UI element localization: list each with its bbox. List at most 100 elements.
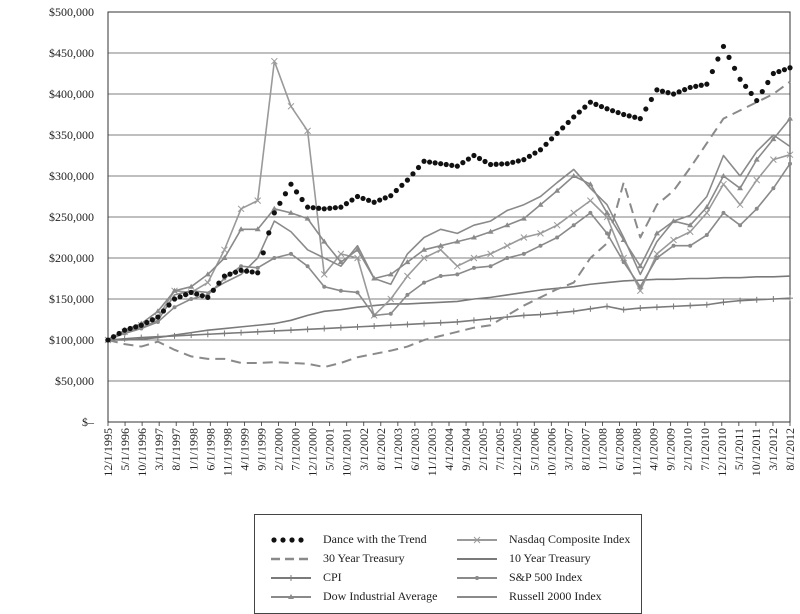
data-point-s-p-500-index (172, 305, 177, 310)
data-point-s-p-500-index (405, 292, 410, 297)
series-dot-dance-with-the-trend (110, 334, 117, 340)
series-dot-dance-with-the-trend (532, 150, 538, 156)
series-line-nasdaq-composite-index (107, 60, 791, 341)
series-dot-dance-with-the-trend (260, 250, 266, 256)
data-point-cpi (670, 303, 677, 310)
data-point-nasdaq-composite-index (720, 180, 727, 188)
data-point-s-p-500-index (588, 210, 593, 215)
data-point-s-p-500-index (189, 297, 194, 301)
series-dot-dance-with-the-trend (460, 160, 466, 166)
x-tick-label: 10/1/2011 (749, 428, 763, 476)
series-dot-dance-with-the-trend (343, 201, 350, 207)
series-dot-dance-with-the-trend (144, 319, 150, 326)
data-point-dow-industrial-average (737, 185, 744, 191)
x-tick-label: 10/1/2006 (544, 428, 558, 477)
data-point-dance-with-the-trend (155, 314, 161, 320)
series-dot-dance-with-the-trend (476, 155, 483, 162)
series-dot-dance-with-the-trend (715, 56, 721, 62)
data-point-nasdaq-composite-index (337, 250, 345, 258)
data-point-cpi (387, 322, 394, 329)
data-point-dow-industrial-average (421, 246, 428, 252)
x-tick-label: 8/1/2012 (783, 428, 797, 471)
data-point-s-p-500-index (471, 265, 476, 270)
data-point-dance-with-the-trend (454, 163, 460, 169)
legend-swatch-dow (271, 594, 311, 599)
data-point-s-p-500-index (388, 311, 393, 316)
data-point-s-p-500-index (372, 313, 377, 318)
series-dot-dance-with-the-trend (709, 68, 715, 75)
series-dot-dance-with-the-trend (726, 54, 732, 60)
legend-dot (298, 537, 304, 543)
x-tick-label: 3/1/2007 (561, 428, 575, 471)
data-point-s-p-500-index (272, 256, 277, 260)
data-point-dance-with-the-trend (487, 161, 494, 168)
series-dot-dance-with-the-trend (160, 308, 167, 314)
series-dot-dance-with-the-trend (615, 109, 621, 116)
y-tick-label: $50,000 (55, 374, 94, 388)
series-dot-dance-with-the-trend (382, 195, 388, 201)
data-point-dow-industrial-average (454, 238, 461, 244)
data-point-dance-with-the-trend (654, 87, 660, 93)
x-tick-label: 12/1/2010 (715, 428, 729, 477)
x-tick-label: 7/1/2010 (698, 428, 712, 471)
series-dot-dance-with-the-trend (576, 109, 582, 115)
data-point-nasdaq-composite-index (387, 295, 395, 303)
data-point-dow-industrial-average (321, 238, 328, 244)
data-point-nasdaq-composite-index (537, 230, 544, 237)
data-point-dance-with-the-trend (504, 161, 510, 167)
series-line-10-year-treasury (108, 275, 791, 341)
data-point-s-p-500-index (322, 284, 327, 289)
data-point-nasdaq-composite-index (204, 279, 212, 286)
data-point-cpi (221, 330, 228, 337)
data-point-cpi (687, 302, 694, 309)
series-dot-dance-with-the-trend (332, 205, 338, 211)
data-point-cpi (720, 299, 727, 306)
series-dot-dance-with-the-trend (526, 153, 532, 159)
data-point-dance-with-the-trend (521, 157, 527, 163)
data-point-nasdaq-composite-index (270, 57, 278, 65)
series-dot-dance-with-the-trend (676, 89, 682, 95)
data-point-s-p-500-index (538, 243, 543, 248)
series-line-dow-industrial-average (107, 118, 791, 341)
data-point-nasdaq-composite-index (503, 242, 511, 250)
series-dot-dance-with-the-trend (194, 291, 200, 297)
data-point-dance-with-the-trend (537, 147, 544, 153)
data-point-dance-with-the-trend (720, 43, 727, 50)
x-tick-label: 4/1/2004 (442, 428, 456, 471)
data-point-dow-industrial-average (387, 271, 394, 277)
data-point-cpi (570, 308, 577, 315)
series-cpi (105, 295, 793, 343)
x-tick-label: 10/1/2001 (340, 428, 354, 477)
data-point-dow-industrial-average (304, 215, 311, 221)
x-tick-label: 6/1/2008 (613, 428, 627, 471)
data-point-dance-with-the-trend (637, 116, 643, 122)
data-point-nasdaq-composite-index (487, 250, 494, 258)
data-point-s-p-500-index (621, 260, 626, 265)
x-tick-label: 8/1/1997 (169, 428, 183, 471)
data-point-dance-with-the-trend (471, 152, 477, 159)
series-dot-dance-with-the-trend (731, 65, 738, 71)
series-dot-dance-with-the-trend (648, 96, 654, 103)
x-tick-label: 11/1/2003 (425, 428, 439, 476)
series-dot-dance-with-the-trend (426, 159, 433, 165)
data-point-s-p-500-index (721, 210, 726, 215)
series-dot-dance-with-the-trend (499, 161, 505, 167)
legend-swatch-sp500 (457, 576, 497, 580)
data-point-cpi (304, 326, 311, 333)
series-dot-dance-with-the-trend (399, 182, 405, 188)
series-dot-dance-with-the-trend (659, 88, 666, 94)
data-point-dow-industrial-average (221, 255, 228, 260)
data-point-s-p-500-index (355, 290, 360, 295)
series-layer (104, 43, 794, 369)
series-dot-dance-with-the-trend (748, 90, 754, 97)
series-dot-dance-with-the-trend (698, 82, 704, 88)
series-dot-dance-with-the-trend (127, 325, 133, 332)
data-point-nasdaq-composite-index (636, 287, 644, 295)
data-point-dow-industrial-average (720, 173, 727, 178)
data-point-cpi (703, 301, 710, 308)
data-point-dow-industrial-average (204, 271, 211, 277)
data-point-s-p-500-index (771, 186, 776, 191)
x-tick-label: 6/1/1998 (203, 428, 217, 471)
series-dot-dance-with-the-trend (293, 189, 300, 195)
series-dot-dance-with-the-trend (166, 302, 172, 308)
